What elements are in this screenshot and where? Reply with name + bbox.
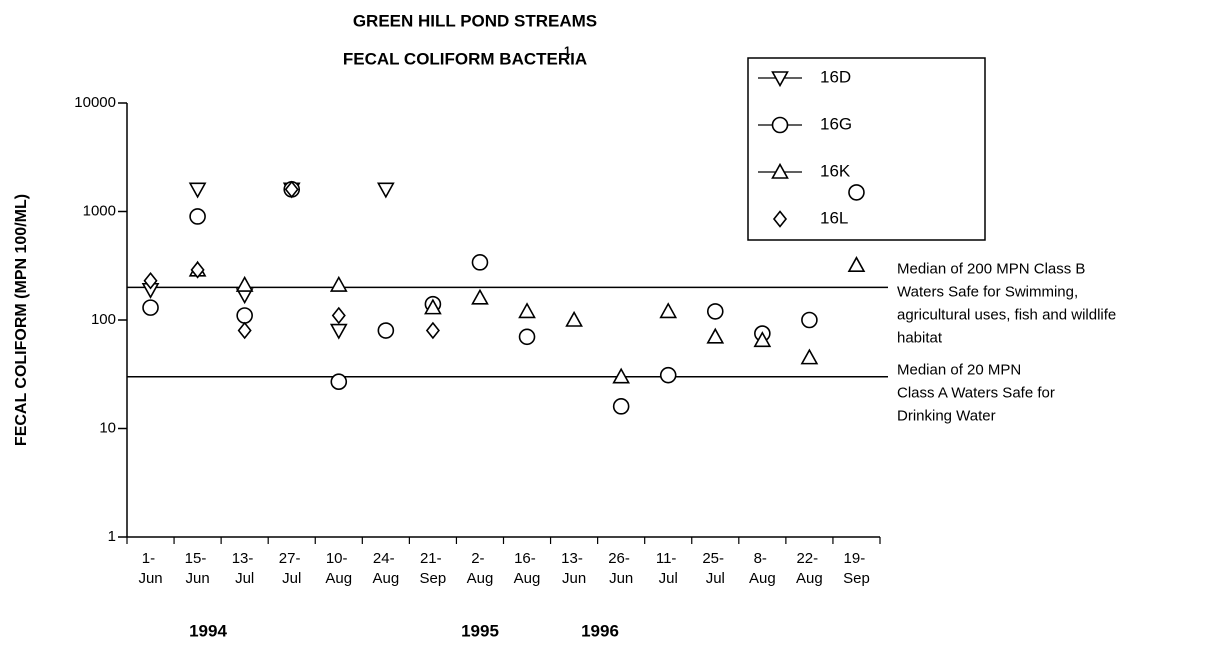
data-point (143, 271, 158, 290)
chart-title: GREEN HILL POND STREAMS (353, 11, 597, 30)
x-tick-label: 8- Aug (749, 550, 776, 587)
data-point (518, 302, 536, 319)
legend-label: 16K (820, 161, 851, 180)
reference-annotation: Median of 20 MPN (897, 362, 1021, 379)
data-point (235, 275, 254, 292)
reference-annotation: habitat (897, 329, 943, 346)
legend-marker (772, 210, 788, 228)
data-point (706, 303, 724, 320)
data-point (376, 182, 395, 199)
y-tick-label: 10 (99, 419, 116, 436)
data-point (801, 311, 818, 329)
data-point (659, 302, 678, 319)
x-tick-label: 13- Jun (561, 550, 587, 587)
data-point (471, 288, 489, 305)
year-label: 1994 (189, 621, 227, 640)
data-point (237, 321, 252, 340)
y-tick-label: 100 (91, 311, 116, 328)
legend-marker (771, 116, 789, 134)
data-point (565, 310, 583, 327)
reference-annotation: agricultural uses, fish and wildlife (897, 306, 1116, 323)
data-point (142, 299, 159, 316)
data-point (189, 208, 206, 225)
x-tick-label: 2- Aug (467, 550, 494, 587)
y-tick-label: 1 (108, 528, 116, 545)
data-point (518, 328, 536, 346)
data-point (377, 322, 395, 339)
x-tick-label: 26- Jun (608, 550, 634, 587)
data-point (329, 275, 348, 292)
legend-marker (771, 162, 789, 179)
data-point (471, 254, 489, 271)
y-tick-label: 10000 (74, 94, 116, 111)
data-point (330, 373, 348, 390)
data-point (847, 256, 866, 272)
x-tick-label: 10- Aug (325, 550, 352, 587)
reference-annotation: Waters Safe for Swimming, (897, 283, 1078, 300)
legend-label: 16G (820, 114, 852, 133)
data-point (188, 182, 207, 199)
data-point (425, 321, 440, 340)
data-point (848, 184, 865, 201)
legend-box (747, 57, 986, 241)
x-tick-label: 25- Jul (702, 550, 728, 587)
x-tick-label: 13- Jul (232, 550, 258, 587)
reference-annotation: Class A Waters Safe for (897, 385, 1055, 402)
y-tick-label: 1000 (83, 202, 116, 219)
chart-subtitle: FECAL COLIFORM BACTERIA (343, 49, 587, 68)
x-tick-label: 21- Sep (420, 550, 447, 587)
legend-marker (771, 71, 789, 88)
data-point (236, 307, 253, 324)
data-point (706, 327, 725, 344)
data-point (331, 306, 346, 325)
data-point (612, 367, 631, 384)
x-tick-label: 16- Aug (514, 550, 541, 587)
data-point (753, 331, 772, 348)
year-label: 1995 (461, 621, 499, 640)
reference-annotation: Drinking Water (897, 408, 996, 425)
data-point (190, 261, 205, 279)
x-tick-label: 24- Aug (372, 550, 399, 587)
x-tick-label: 22- Aug (796, 550, 823, 587)
data-point (659, 366, 677, 384)
y-axis-label: FECAL COLIFORM (MPN 100/ML) (13, 194, 30, 446)
x-tick-label: 11- Jul (656, 550, 681, 587)
x-tick-label: 15- Jun (185, 550, 211, 587)
data-point (800, 348, 819, 365)
data-point (329, 323, 348, 340)
legend-label: 16L (820, 208, 848, 227)
x-tick-label: 1- Jun (138, 550, 162, 587)
data-point (424, 298, 442, 315)
footnote-mark: 1 (564, 44, 571, 58)
reference-annotation: Median of 200 MPN Class B (897, 260, 1085, 277)
legend-label: 16D (820, 67, 851, 86)
x-tick-label: 27- Jul (279, 550, 305, 587)
data-point (612, 398, 630, 415)
x-tick-label: 19- Sep (843, 550, 870, 587)
year-label: 1996 (581, 621, 619, 640)
data-point (284, 180, 299, 199)
